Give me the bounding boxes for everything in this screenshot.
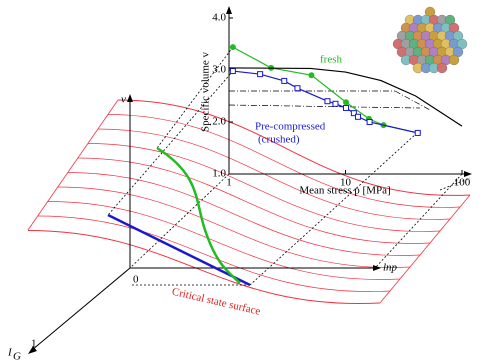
arrow [464, 171, 472, 177]
y-axis-label: Specific volume v [200, 51, 212, 132]
point [257, 71, 264, 78]
surface-line [87, 143, 441, 232]
point [350, 110, 357, 117]
annotation: Pre-compressed [255, 121, 326, 133]
point [229, 68, 236, 75]
point [308, 72, 315, 79]
surface-edge [379, 194, 471, 304]
y-tick-label: 1.0 [212, 168, 226, 180]
point [343, 99, 350, 106]
annotation: (crushed) [258, 134, 300, 146]
surface-edge [27, 99, 119, 231]
arrow [28, 346, 37, 354]
surface-line [37, 215, 391, 292]
fresh-path [156, 146, 241, 284]
arrow [127, 94, 133, 102]
series-line [228, 67, 463, 127]
surface-line [117, 99, 471, 196]
projection-lines [107, 46, 471, 286]
surface [27, 99, 471, 305]
lnp-label: lnp [383, 262, 398, 274]
point [281, 77, 288, 84]
ig-sub: G [13, 351, 21, 361]
surface-line [67, 172, 421, 256]
point [324, 98, 331, 105]
ig-unit: 1 [31, 338, 37, 350]
point [343, 104, 350, 111]
surface-line [27, 230, 381, 305]
inset-chart: Specific volume v Mean stress p [MPa] fr… [200, 6, 472, 197]
point [294, 85, 301, 92]
ig-label: I [7, 347, 13, 359]
reference-lines [228, 90, 431, 111]
point [229, 44, 236, 51]
x-tick-label: 100 [454, 177, 471, 189]
point [366, 119, 373, 125]
x-tick-label: 1 [226, 177, 232, 189]
surface-line [77, 157, 431, 244]
point [414, 129, 421, 136]
surface-line [107, 114, 461, 208]
arrow [226, 6, 232, 14]
grain-image [392, 6, 468, 74]
grain [436, 62, 448, 74]
point [354, 113, 361, 120]
surface-line [97, 128, 451, 220]
crushed-path [107, 213, 251, 287]
surface-line [57, 186, 411, 268]
ig-axis [31, 267, 131, 351]
surface-label: Critical state surface [171, 286, 262, 318]
x-axis-label: Mean stress p [MPa] [299, 185, 390, 197]
x-tick-label: 10 [340, 177, 352, 189]
v-label: v [121, 94, 126, 106]
annotation: fresh [320, 54, 342, 66]
point [332, 100, 339, 107]
arrow [373, 265, 381, 271]
y-tick-label: 3.0 [212, 64, 226, 76]
y-tick-label: 2.0 [212, 116, 226, 128]
surface-line [47, 201, 401, 280]
y-tick-label: 4.0 [212, 12, 226, 24]
grain [448, 54, 460, 66]
origin-label: 0 [133, 274, 139, 286]
